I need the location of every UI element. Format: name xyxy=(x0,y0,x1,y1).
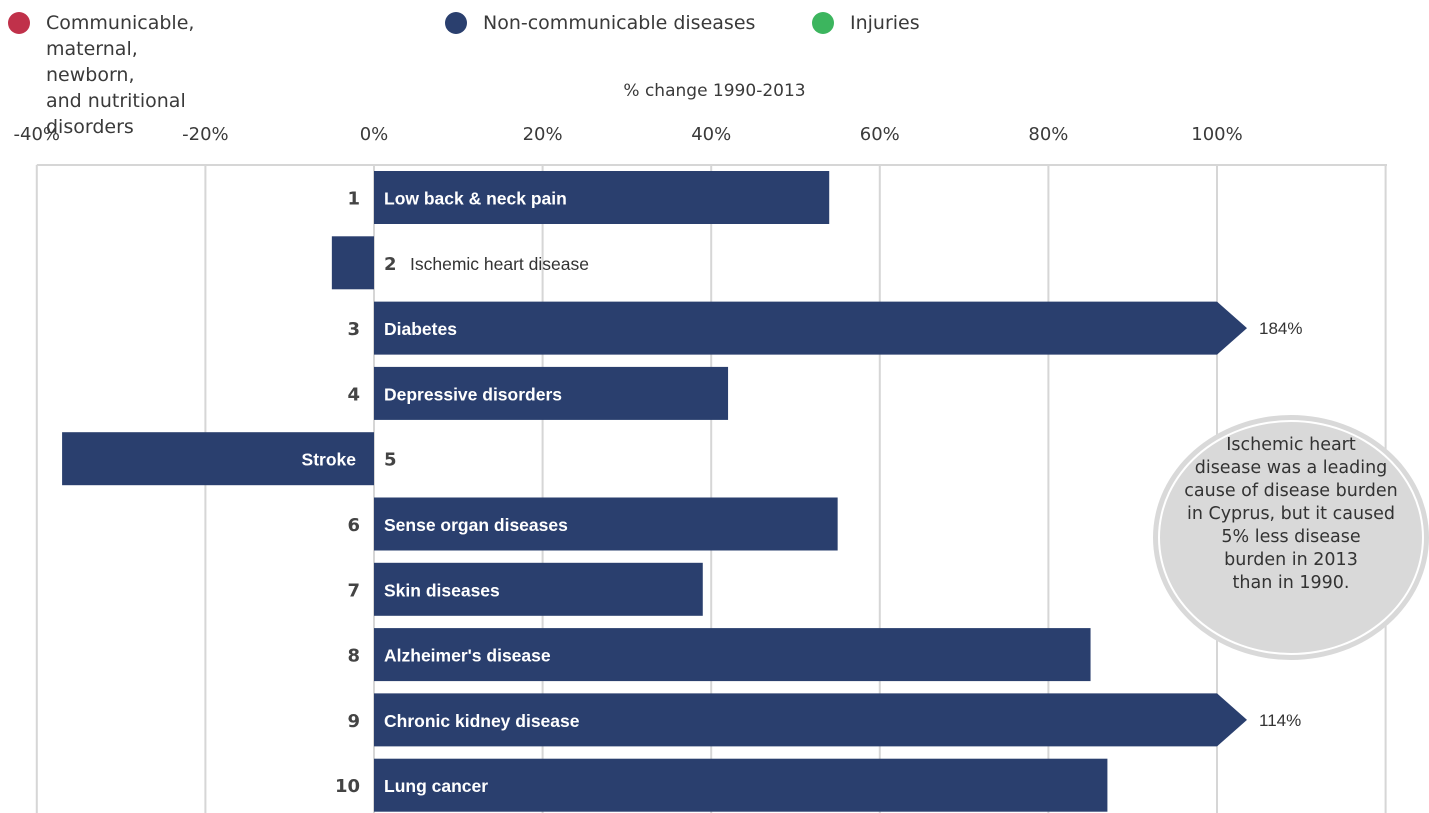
rank-label: 8 xyxy=(347,646,360,667)
rank-label: 5 xyxy=(384,450,397,471)
category-label: Alzheimer's disease xyxy=(384,646,551,666)
category-label: Depressive disorders xyxy=(384,384,562,404)
category-label: Chronic kidney disease xyxy=(384,711,580,731)
bar xyxy=(374,301,1247,355)
x-tick-label: -20% xyxy=(182,124,229,145)
callout-bubble: Ischemic heart disease was a leading cau… xyxy=(1153,415,1429,660)
x-axis-title: % change 1990-2013 xyxy=(623,81,806,101)
bar-value-label: 114% xyxy=(1259,711,1301,730)
bar xyxy=(374,693,1247,747)
callout-ring: Ischemic heart disease was a leading cau… xyxy=(1158,420,1424,655)
rank-label: 3 xyxy=(347,319,360,340)
category-label: Ischemic heart disease xyxy=(410,254,589,274)
category-label: Stroke xyxy=(302,450,357,470)
bar xyxy=(331,236,374,290)
rank-label: 2 xyxy=(384,254,397,275)
x-tick-label: 40% xyxy=(691,124,731,145)
x-tick-label: 20% xyxy=(523,124,563,145)
bar xyxy=(62,432,375,486)
rank-label: 9 xyxy=(347,711,360,732)
legend-swatch-communicable xyxy=(8,12,30,34)
rank-label: 1 xyxy=(347,189,360,210)
rank-label: 6 xyxy=(347,515,360,536)
rank-label: 7 xyxy=(347,580,360,601)
legend: Communicable, maternal, newborn, and nut… xyxy=(0,0,1429,138)
x-tick-label: -40% xyxy=(14,124,61,145)
legend-label-communicable: Communicable, maternal, newborn, and nut… xyxy=(46,12,195,138)
legend-label-non-communicable: Non-communicable diseases xyxy=(483,12,756,34)
bar-value-label: 184% xyxy=(1259,319,1302,338)
x-tick-label: 0% xyxy=(360,124,389,145)
bar xyxy=(374,628,1091,682)
x-tick-label: 100% xyxy=(1191,124,1242,145)
bar xyxy=(374,758,1108,812)
bar xyxy=(374,366,729,420)
bar xyxy=(374,562,703,616)
callout-text: Ischemic heart disease was a leading cau… xyxy=(1184,435,1398,593)
x-tick-label: 80% xyxy=(1028,124,1068,145)
legend-label-injuries: Injuries xyxy=(850,12,920,34)
category-label: Diabetes xyxy=(384,319,457,339)
category-label: Low back & neck pain xyxy=(384,189,567,209)
x-tick-label: 60% xyxy=(860,124,900,145)
legend-swatch-injuries xyxy=(812,12,834,34)
category-label: Lung cancer xyxy=(384,776,488,796)
rank-label: 4 xyxy=(347,384,360,405)
bar xyxy=(374,171,830,224)
category-label: Skin diseases xyxy=(384,580,500,600)
category-label: Sense organ diseases xyxy=(384,515,568,535)
legend-swatch-non-communicable xyxy=(445,12,467,34)
rank-label: 10 xyxy=(335,776,360,797)
bar xyxy=(374,497,838,551)
